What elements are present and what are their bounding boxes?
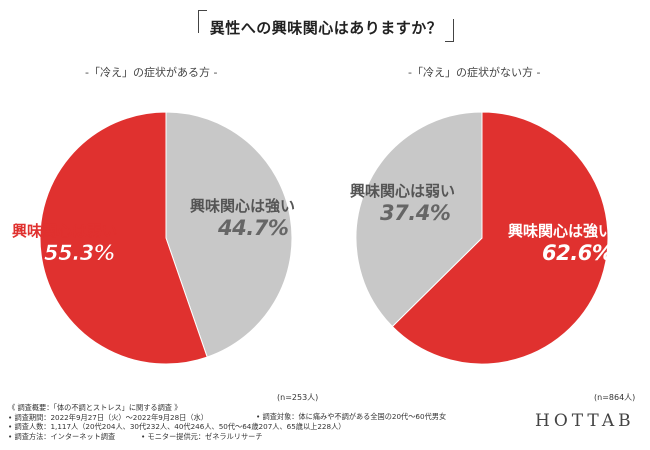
- note-heading: 《 調査概要：「体の不調とストレス」に関する調査 》: [8, 403, 182, 412]
- title-box: 異性への興味関心はありますか？: [198, 10, 454, 42]
- left-weak-value: 55.3%: [44, 241, 115, 266]
- note-period: • 調査期間：2022年9月27日（火）〜2022年9月28日（水）: [8, 412, 208, 422]
- right-weak-value: 37.4%: [380, 201, 451, 225]
- right-strong-label-group: 興味関心は強い 62.6%: [508, 220, 613, 265]
- note-count: • 調査人数：1,117人（20代204人、30代232人、40代246人、50…: [8, 422, 346, 432]
- left-weak-label: 興味関心は弱い: [12, 222, 118, 240]
- note-provider: • モニター提供元：ゼネラルリサーチ: [141, 432, 263, 441]
- pie-0-slice-0: [165, 111, 293, 358]
- hottab-logo: HOTTAB: [535, 411, 635, 431]
- right-strong-value: 62.6%: [542, 241, 613, 265]
- left-strong-value: 44.7%: [218, 216, 289, 240]
- left-weak-label-group: 興味関心は弱い 55.3%: [12, 220, 117, 265]
- right-chart-title: -「冷え」の症状がない方 -: [408, 66, 541, 79]
- title-corner-left: [198, 10, 207, 33]
- pie-0-slice-1: [39, 111, 208, 365]
- pie-1-slice-0: [391, 111, 609, 365]
- left-chart-title: -「冷え」の症状がある方 -: [85, 66, 218, 79]
- left-strong-label-group: 興味関心は強い 44.7%: [190, 195, 295, 240]
- right-weak-label: 興味関心は弱い: [350, 182, 456, 200]
- survey-notes: 《 調査概要：「体の不調とストレス」に関する調査 》 • 調査期間：2022年9…: [8, 403, 345, 441]
- right-weak-label-group: 興味関心は弱い 37.4%: [350, 180, 455, 225]
- right-strong-label: 興味関心は強い: [508, 222, 614, 240]
- pie-1-slice-1: [355, 111, 483, 328]
- left-strong-label: 興味関心は強い: [190, 197, 296, 215]
- note-method: • 調査方法：インターネット調査: [8, 431, 116, 441]
- left-sample-size: (n=253人): [277, 393, 319, 402]
- page-title: 異性への興味関心はありますか？: [209, 19, 443, 37]
- right-sample-size: (n=864人): [594, 393, 636, 402]
- title-corner-right: [445, 19, 454, 42]
- note-target: • 調査対象：体に痛みや不調がある全国の20代〜60代男女: [256, 412, 447, 421]
